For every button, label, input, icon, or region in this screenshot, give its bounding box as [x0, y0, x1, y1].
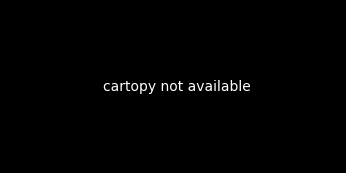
Text: cartopy not available: cartopy not available: [103, 80, 251, 94]
